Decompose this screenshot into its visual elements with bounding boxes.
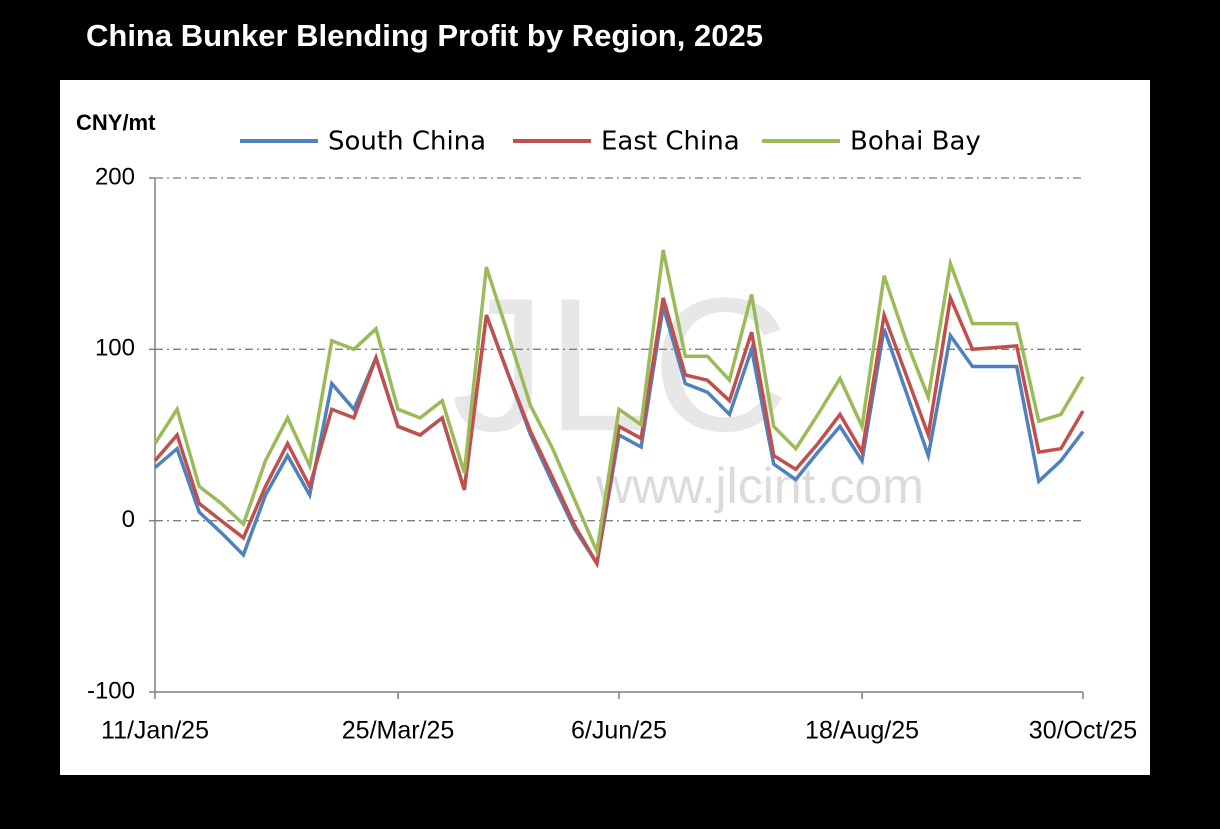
watermark-url: www.jlcint.com [595, 458, 924, 514]
y-tick-label: 200 [95, 163, 135, 190]
legend-label: East China [601, 127, 740, 157]
y-tick-label: 0 [122, 506, 135, 533]
series-line [153, 249, 1085, 558]
series-line [153, 291, 1085, 569]
x-tick-label: 6/Jun/25 [571, 717, 667, 745]
x-tick-label: 30/Oct/25 [1029, 717, 1137, 745]
chart-title: China Bunker Blending Profit by Region, … [86, 18, 763, 53]
x-tick-label: 18/Aug/25 [805, 717, 919, 745]
legend-label: South China [328, 127, 486, 157]
legend-label: Bohai Bay [850, 127, 981, 157]
y-tick-label: -100 [87, 677, 135, 704]
x-tick-label: 25/Mar/25 [342, 717, 455, 745]
y-tick-label: 100 [95, 335, 135, 362]
x-tick-label: 11/Jan/25 [101, 717, 209, 745]
y-axis-label: CNY/mt [76, 110, 156, 135]
plot-panel [60, 80, 1150, 775]
